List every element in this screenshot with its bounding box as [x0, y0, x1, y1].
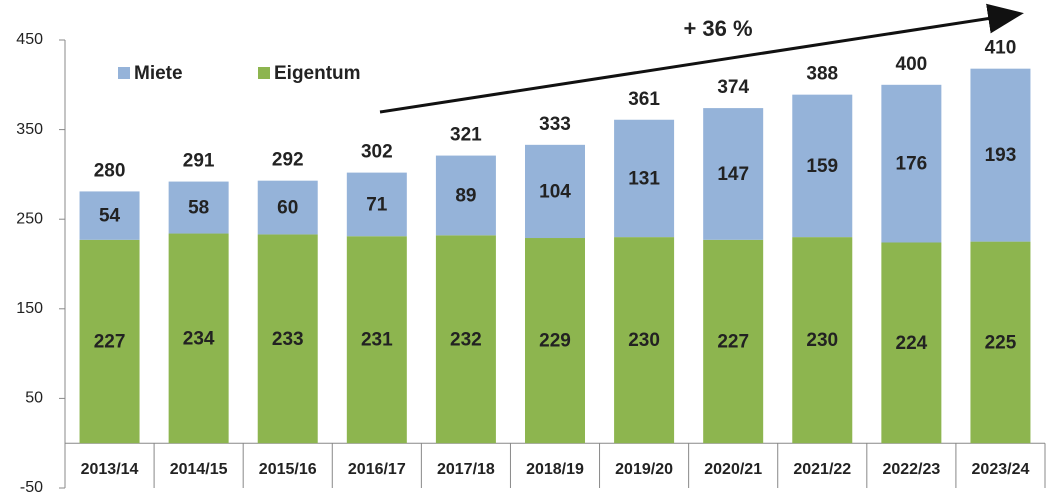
x-tick-label: 2023/24: [972, 461, 1030, 478]
legend-label: Eigentum: [274, 63, 361, 84]
bar-segment: [881, 242, 942, 444]
total-label: 292: [272, 150, 304, 171]
data-label: 89: [455, 185, 476, 206]
annotation: + 36 %: [683, 16, 752, 41]
total-label: 321: [450, 125, 482, 146]
x-tick-label: 2015/16: [259, 461, 317, 478]
data-label: 71: [366, 194, 388, 215]
y-tick-label: 50: [25, 390, 43, 407]
bar-segment: [703, 239, 764, 444]
total-label: 333: [539, 114, 571, 135]
bar-segment: [703, 108, 764, 240]
trend-arrow: [379, 3, 1024, 114]
bar-segment: [168, 181, 229, 234]
data-label: 234: [183, 328, 215, 349]
total-label: 291: [183, 151, 215, 172]
bar-segment: [435, 235, 496, 444]
data-label: 159: [806, 156, 838, 177]
data-label: 227: [94, 332, 126, 353]
x-tick-label: 2022/23: [882, 461, 940, 478]
bar-segment: [970, 241, 1031, 444]
legend-label: Miete: [134, 63, 183, 84]
total-label: 410: [985, 38, 1017, 59]
data-label: 225: [985, 332, 1017, 353]
data-label: 193: [985, 145, 1017, 166]
data-label: 58: [188, 198, 209, 219]
data-label: 230: [806, 330, 838, 351]
bar-segment: [435, 155, 496, 236]
bar-segment: [614, 237, 675, 444]
data-label: 233: [272, 329, 304, 350]
data-label: 230: [628, 330, 660, 351]
bar-segment: [168, 233, 229, 444]
bar-segment: [614, 119, 675, 238]
y-tick-label: 450: [16, 31, 43, 48]
total-label: 374: [717, 77, 749, 98]
data-label: 231: [361, 330, 393, 351]
x-tick-label: 2013/14: [81, 461, 139, 478]
data-label: 229: [539, 331, 571, 352]
bar-segment: [346, 172, 407, 237]
bar-segment: [525, 144, 585, 239]
legend-swatch: [118, 67, 130, 79]
bar-segment: [970, 68, 1031, 242]
data-label: 54: [99, 206, 121, 227]
data-label: 131: [628, 168, 660, 189]
data-label: 232: [450, 329, 482, 350]
data-label: 227: [717, 332, 749, 353]
y-tick-label: 350: [16, 121, 43, 138]
bar-segment: [257, 180, 318, 235]
x-tick-label: 2019/20: [615, 461, 673, 478]
bar-segment: [792, 237, 853, 444]
x-tick-label: 2017/18: [437, 461, 495, 478]
data-label: 224: [896, 333, 928, 354]
legend-swatch: [258, 67, 270, 79]
total-label: 400: [896, 54, 928, 75]
bar-segment: [79, 191, 140, 240]
total-label: 302: [361, 142, 393, 163]
data-label: 60: [277, 198, 298, 219]
bar-segment: [257, 234, 318, 444]
y-tick-label: 150: [16, 300, 43, 317]
data-label: 176: [896, 154, 928, 175]
data-label: 147: [717, 164, 749, 185]
x-tick-label: 2021/22: [793, 461, 851, 478]
y-tick-label: 250: [16, 210, 43, 227]
x-tick-label: 2014/15: [170, 461, 228, 478]
total-label: 280: [94, 160, 126, 181]
x-tick-label: 2016/17: [348, 461, 406, 478]
bar-segment: [79, 239, 140, 444]
x-tick-label: 2018/19: [526, 461, 584, 478]
bar-segment: [346, 236, 407, 444]
data-label: 104: [539, 181, 571, 202]
bar-segment: [525, 238, 585, 444]
x-tick-label: 2020/21: [704, 461, 762, 478]
bar-segment: [792, 94, 853, 238]
y-tick-label: -50: [20, 479, 43, 494]
bar-segment: [881, 84, 942, 243]
total-label: 361: [628, 89, 660, 110]
total-label: 388: [806, 64, 838, 85]
